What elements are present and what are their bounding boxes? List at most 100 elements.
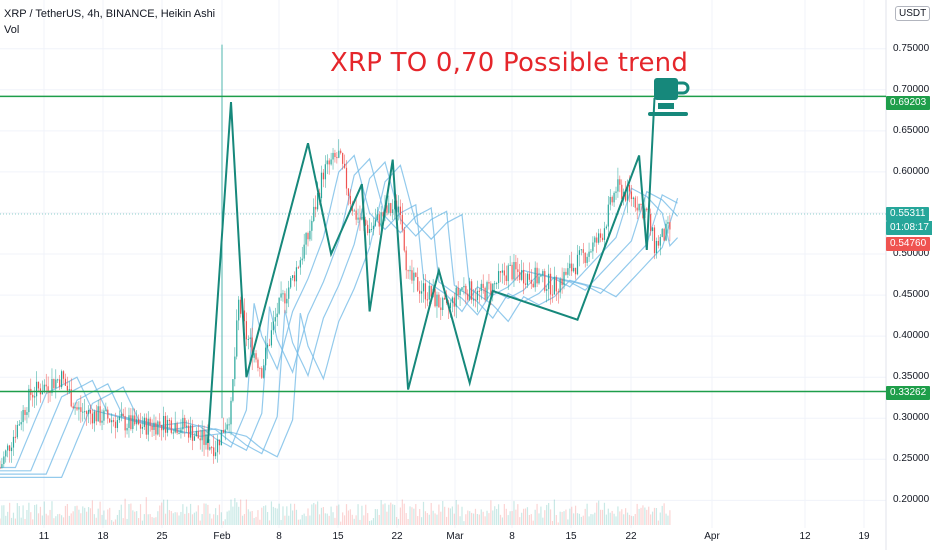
volume-bar bbox=[644, 507, 646, 525]
volume-bar bbox=[49, 509, 51, 525]
candle-body bbox=[191, 425, 194, 441]
candle-body bbox=[403, 229, 405, 251]
candle-body bbox=[563, 271, 565, 286]
volume-bar bbox=[490, 500, 492, 525]
candle-body bbox=[278, 297, 280, 314]
candle-body bbox=[359, 217, 361, 220]
candle-body bbox=[32, 394, 34, 398]
moving-average-line bbox=[0, 157, 679, 472]
volume-bar bbox=[184, 513, 186, 525]
volume-bar bbox=[139, 504, 142, 525]
volume-bar bbox=[145, 497, 147, 525]
candle-body bbox=[132, 415, 134, 430]
x-tick-label: 12 bbox=[799, 531, 811, 542]
candle-body bbox=[655, 240, 658, 254]
candle-body bbox=[3, 456, 5, 465]
candle-body bbox=[669, 222, 671, 230]
volume-bar bbox=[563, 511, 565, 525]
currency-button[interactable]: USDT bbox=[895, 6, 931, 21]
candle-body bbox=[615, 191, 617, 193]
volume-bar bbox=[655, 508, 658, 525]
x-tick-label: 22 bbox=[625, 531, 637, 542]
volume-bar bbox=[630, 515, 632, 525]
candle-body bbox=[230, 400, 232, 425]
x-tick-label: 25 bbox=[156, 531, 168, 542]
candle-body bbox=[59, 379, 61, 388]
chart-title: XRP / TetherUS, 4h, BINANCE, Heikin Ashi bbox=[4, 8, 216, 20]
volume-bar bbox=[336, 505, 338, 525]
volume-bar bbox=[270, 501, 273, 525]
volume-bar bbox=[374, 509, 376, 525]
candle-body bbox=[178, 432, 180, 434]
volume-bar bbox=[455, 500, 457, 525]
candle-body bbox=[238, 299, 240, 321]
volume-bar bbox=[432, 510, 434, 525]
candle-body bbox=[72, 406, 74, 409]
candle-body bbox=[68, 389, 70, 391]
candle-body bbox=[145, 417, 147, 435]
volume-bar bbox=[87, 507, 90, 525]
candle-body bbox=[195, 431, 197, 437]
volume-bar bbox=[199, 520, 201, 525]
volume-bar bbox=[621, 509, 623, 525]
candle-body bbox=[220, 429, 222, 446]
candle-body bbox=[114, 421, 117, 428]
candle-body bbox=[311, 220, 313, 231]
moving-average-line bbox=[0, 164, 679, 478]
horizontal-levels[interactable] bbox=[0, 95, 886, 393]
trend-projection-line[interactable] bbox=[206, 97, 656, 443]
candle-body bbox=[636, 207, 638, 211]
volume-bar bbox=[105, 519, 107, 525]
volume-bar bbox=[442, 500, 444, 525]
volume-bar bbox=[451, 506, 453, 525]
candle-body bbox=[10, 447, 13, 452]
volume-bar bbox=[628, 514, 631, 525]
volume-bar bbox=[12, 512, 15, 525]
volume-bar bbox=[480, 509, 482, 525]
volume-bar bbox=[236, 502, 238, 525]
volume-bar bbox=[590, 514, 592, 525]
candle-body bbox=[540, 275, 542, 277]
candle-body bbox=[28, 388, 30, 413]
volume-bar bbox=[216, 515, 219, 525]
volume-bar bbox=[1, 505, 3, 525]
volume-bar bbox=[347, 510, 350, 525]
candle-body bbox=[607, 204, 609, 227]
candle-body bbox=[343, 163, 346, 168]
candle-body bbox=[601, 237, 604, 240]
candle-body bbox=[667, 222, 669, 224]
volume-bar bbox=[376, 509, 378, 525]
volume-bar bbox=[411, 507, 413, 525]
volume-bar bbox=[613, 513, 615, 525]
volume-bar bbox=[328, 515, 330, 525]
candle-body bbox=[538, 276, 540, 284]
candle-body bbox=[594, 237, 596, 243]
y-tick-label: 0.35000 bbox=[893, 371, 930, 383]
volume-bar bbox=[32, 519, 34, 525]
volume-bar bbox=[578, 513, 581, 525]
candle-body bbox=[91, 413, 93, 424]
candle-body bbox=[505, 275, 507, 282]
volume-bar bbox=[218, 504, 221, 525]
candle-body bbox=[138, 419, 140, 425]
volume-bar bbox=[467, 510, 469, 525]
volume-bar bbox=[315, 504, 317, 525]
candle-body bbox=[376, 214, 378, 221]
volume-bar bbox=[307, 508, 309, 525]
volume-bar bbox=[380, 500, 382, 525]
candle-body bbox=[559, 279, 561, 293]
candle-body bbox=[290, 277, 292, 288]
volume-bar bbox=[322, 507, 324, 525]
volume-bar bbox=[409, 506, 411, 525]
volume-bar bbox=[107, 509, 109, 525]
annotation-text[interactable]: XRP TO 0,70 Possible trend bbox=[330, 48, 689, 78]
volume-bar bbox=[505, 508, 507, 525]
volume-bar bbox=[532, 520, 534, 525]
coffee-cup-icon[interactable] bbox=[648, 78, 690, 116]
volume-bar bbox=[18, 506, 20, 525]
volume-bar bbox=[35, 504, 38, 525]
volume-bar bbox=[118, 509, 120, 525]
volume-bar bbox=[324, 513, 326, 525]
candle-body bbox=[521, 269, 523, 280]
